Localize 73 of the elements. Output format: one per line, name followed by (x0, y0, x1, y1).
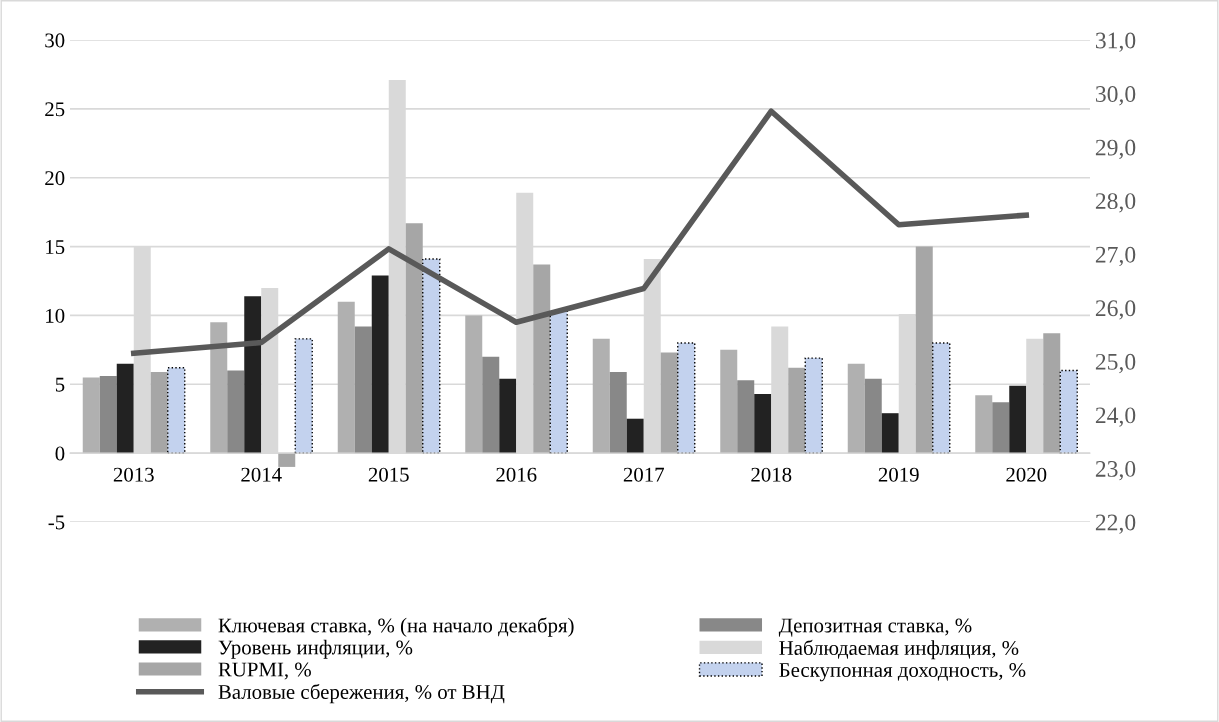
x-tick-label: 2014 (241, 467, 282, 482)
y2-tick-label: 23,0 (1095, 460, 1136, 481)
bar (881, 413, 899, 454)
y2-tick-label: 29,0 (1095, 139, 1136, 159)
bar (609, 371, 627, 454)
x-tick-label: 2013 (113, 467, 154, 482)
bar (82, 377, 100, 454)
bar (244, 296, 262, 454)
x-tick-label: 2017 (623, 467, 664, 482)
bar (167, 367, 186, 454)
y2-tick-label: 25,0 (1095, 353, 1136, 374)
y-tick-label: -5 (48, 515, 65, 530)
bar (660, 352, 678, 454)
legend-label: Депозитная ставка, % (778, 618, 972, 637)
bar (371, 275, 389, 454)
y-tick-label: 10 (46, 308, 65, 323)
bar (294, 338, 313, 454)
y-tick-label: 5 (55, 377, 65, 392)
x-tick-label: 2019 (878, 467, 919, 482)
legend-label: Валовые сбережения, % от ВНД (218, 683, 505, 704)
y-tick-label: 20 (45, 171, 65, 186)
y2-tick-label: 28,0 (1095, 193, 1136, 213)
bar (804, 357, 823, 454)
bar (677, 342, 696, 454)
bar (116, 363, 134, 454)
y-tick-label: 30 (45, 33, 65, 48)
bar (1009, 385, 1027, 454)
bar (754, 393, 772, 454)
bar (210, 322, 228, 454)
bar (549, 310, 568, 454)
bar (915, 246, 933, 454)
bar (482, 356, 500, 454)
y2-tick-label: 24,0 (1095, 407, 1136, 427)
bar (592, 338, 610, 454)
bar (227, 370, 245, 454)
bar (1043, 333, 1061, 454)
bar (992, 402, 1010, 454)
bar (788, 367, 806, 454)
legend-label: Уровень инфляции, % (218, 639, 413, 659)
y-tick-label: 15 (46, 240, 65, 254)
bar (354, 326, 372, 454)
bar (422, 258, 441, 454)
y2-tick-label: 30,0 (1095, 86, 1136, 106)
bar (737, 380, 755, 454)
y2-tick-label: 31,0 (1095, 32, 1136, 52)
bar (533, 264, 551, 454)
y-tick-label: 25 (45, 102, 65, 117)
bar (847, 363, 865, 454)
bar (499, 378, 517, 454)
legend-label: Наблюдаемая инфляция, % (779, 639, 1019, 660)
bar (626, 418, 644, 454)
bar (932, 342, 951, 454)
legend-label: Ключевая ставка, % (на начало декабря) (218, 617, 574, 637)
x-tick-label: 2015 (368, 467, 409, 482)
bar (405, 223, 423, 454)
x-tick-label: 2016 (496, 467, 537, 482)
bar (278, 453, 296, 467)
bar (1059, 369, 1078, 454)
y2-tick-label: 27,0 (1095, 246, 1136, 267)
bar (864, 378, 882, 454)
bar (975, 395, 993, 454)
bar (720, 349, 738, 454)
bar (99, 376, 117, 454)
x-tick-label: 2020 (1006, 467, 1047, 482)
legend-label: Бескупонная доходность, % (779, 662, 1026, 682)
bar (150, 371, 168, 454)
y2-tick-label: 26,0 (1095, 300, 1136, 320)
legend-label: RUPMI, % (218, 662, 311, 680)
x-tick-label: 2018 (751, 467, 792, 482)
bar (337, 301, 355, 454)
y-tick-label: 0 (55, 446, 65, 461)
bar (465, 315, 483, 454)
y2-tick-label: 22,0 (1095, 514, 1136, 534)
